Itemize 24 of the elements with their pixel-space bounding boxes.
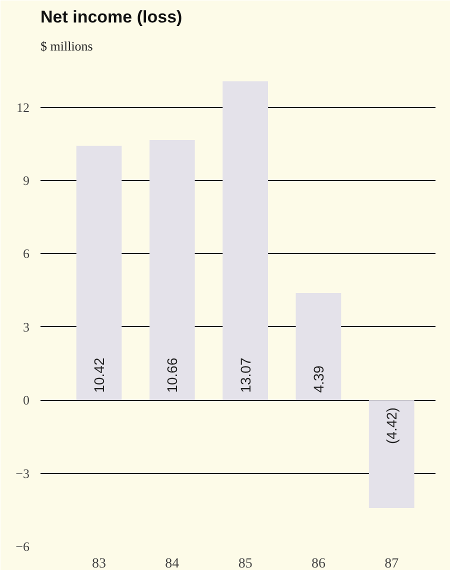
bar bbox=[296, 292, 342, 400]
y-tick-label: 3 bbox=[23, 319, 30, 334]
data-label: 10.42 bbox=[91, 358, 108, 393]
y-tick-label: 6 bbox=[23, 246, 30, 262]
data-label: 4.39 bbox=[310, 365, 326, 393]
chart-title: Net income (loss) bbox=[40, 8, 182, 26]
y-tick-label: 9 bbox=[23, 173, 30, 188]
y-tick-label: −6 bbox=[16, 539, 30, 554]
x-tick-label: 83 bbox=[92, 556, 106, 570]
x-tick-label: 85 bbox=[238, 556, 252, 570]
bar bbox=[149, 140, 195, 400]
bar bbox=[76, 146, 122, 400]
y-tick-label: 12 bbox=[16, 100, 30, 115]
y-tick-label: −3 bbox=[16, 466, 30, 481]
chart-subtitle: $ millions bbox=[40, 38, 93, 54]
data-label: 13.07 bbox=[237, 358, 254, 393]
x-tick-label: 84 bbox=[165, 556, 180, 570]
x-tick-label: 86 bbox=[311, 556, 326, 570]
bar bbox=[222, 81, 268, 400]
bar bbox=[368, 400, 414, 508]
data-label: (4.42) bbox=[384, 407, 400, 444]
x-tick-label: 87 bbox=[384, 556, 399, 570]
y-tick-label: 0 bbox=[23, 392, 30, 408]
data-label: 10.66 bbox=[164, 358, 180, 393]
